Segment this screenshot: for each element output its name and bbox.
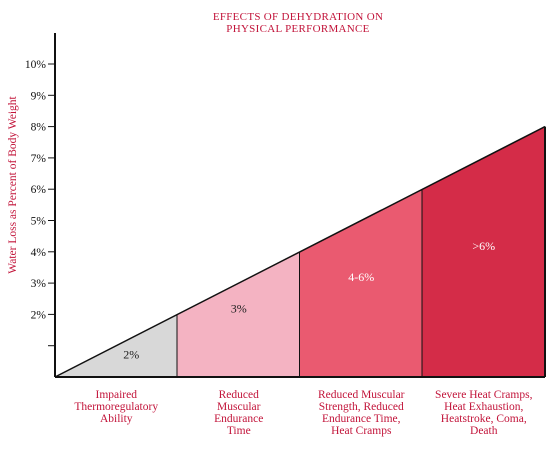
segment-label: 4-6%: [348, 270, 374, 284]
y-axis-label: Water Loss as Percent of Body Weight: [7, 95, 19, 273]
segment-label: 2%: [123, 347, 139, 361]
chart-title-line: EFFECTS OF DEHYDRATION ON: [213, 11, 383, 23]
category-label-line: Thermoregulatory: [74, 401, 158, 413]
chart-segments: 2% 3% 4-6% >6%: [55, 126, 546, 377]
category-label-line: Impaired: [95, 389, 137, 401]
chart-title-line: PHYSICAL PERFORMANCE: [226, 23, 369, 35]
category-label-line: Heatstroke, Coma,: [441, 413, 527, 425]
segment-area: [177, 251, 300, 377]
category-label-line: Death: [470, 425, 498, 437]
category-label-line: Endurance: [214, 413, 263, 425]
y-tick-label: 9%: [31, 90, 47, 102]
y-tick-label: 2%: [31, 309, 47, 321]
segment-label: >6%: [472, 239, 495, 253]
segment-area: [300, 189, 423, 377]
segment-area: [422, 126, 545, 377]
category-label-line: Strength, Reduced: [319, 401, 404, 413]
category-label-line: Time: [227, 425, 251, 437]
category-label-line: Endurance Time,: [322, 413, 401, 425]
segment-label: 3%: [231, 301, 247, 315]
chart-axes: [54, 33, 546, 378]
category-label-line: Heat Exhaustion,: [444, 401, 523, 413]
category-label-line: Heat Cramps: [331, 425, 392, 437]
y-tick-label: 7%: [31, 153, 47, 165]
y-axis-ticks: 2% 3% 4% 5% 6% 7% 8% 9% 10%: [25, 59, 55, 347]
category-label-line: Reduced: [219, 389, 259, 401]
category-label-line: Reduced Muscular: [318, 389, 405, 401]
y-tick-label: 8%: [31, 122, 47, 134]
y-tick-label: 5%: [31, 216, 47, 228]
category-label-line: Ability: [100, 413, 133, 425]
y-tick-label: 6%: [31, 184, 47, 196]
category-label-line: Severe Heat Cramps,: [435, 389, 533, 401]
y-tick-label: 10%: [25, 59, 47, 71]
y-tick-label: 3%: [31, 278, 47, 290]
category-label-line: Muscular: [217, 401, 261, 413]
y-tick-label: 4%: [31, 247, 47, 259]
trend-line: [54, 125, 546, 378]
